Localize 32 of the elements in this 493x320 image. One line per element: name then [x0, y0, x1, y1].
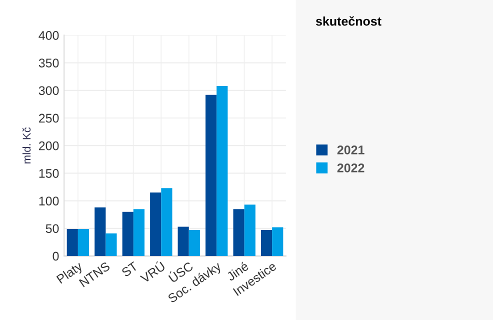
bar — [94, 207, 106, 256]
bar — [133, 209, 145, 256]
bar — [272, 227, 284, 256]
bar — [216, 86, 228, 256]
y-tick-label: 200 — [39, 141, 59, 150]
bar — [260, 230, 272, 256]
x-tick-label: VRÚ — [138, 260, 166, 284]
bar — [161, 188, 172, 256]
bar — [78, 228, 90, 256]
y-tick-label: 150 — [39, 169, 59, 178]
y-tick-label: 50 — [46, 224, 59, 234]
bar — [233, 209, 244, 256]
bar — [206, 94, 217, 256]
y-tick-label: 350 — [38, 58, 59, 68]
x-tick-label: ST — [120, 261, 138, 278]
y-tick-label: 300 — [38, 86, 59, 96]
bar — [178, 226, 189, 256]
legend-label: 2021 — [337, 146, 364, 154]
y-tick-label: 400 — [38, 31, 59, 40]
bar — [188, 230, 200, 256]
bar — [122, 212, 134, 256]
bar — [66, 228, 78, 256]
legend-title: skutečnost — [316, 16, 382, 26]
y-tick-label: 250 — [39, 114, 59, 123]
bar — [150, 192, 162, 256]
bar — [106, 233, 117, 256]
y-tick-label: 100 — [39, 196, 59, 206]
x-tick-label: ÚSC — [167, 260, 194, 283]
legend-label: 2022 — [337, 164, 364, 172]
bar — [244, 204, 256, 256]
y-axis-title: mld. Kč — [22, 127, 31, 164]
y-tick-label: 0 — [52, 252, 59, 261]
